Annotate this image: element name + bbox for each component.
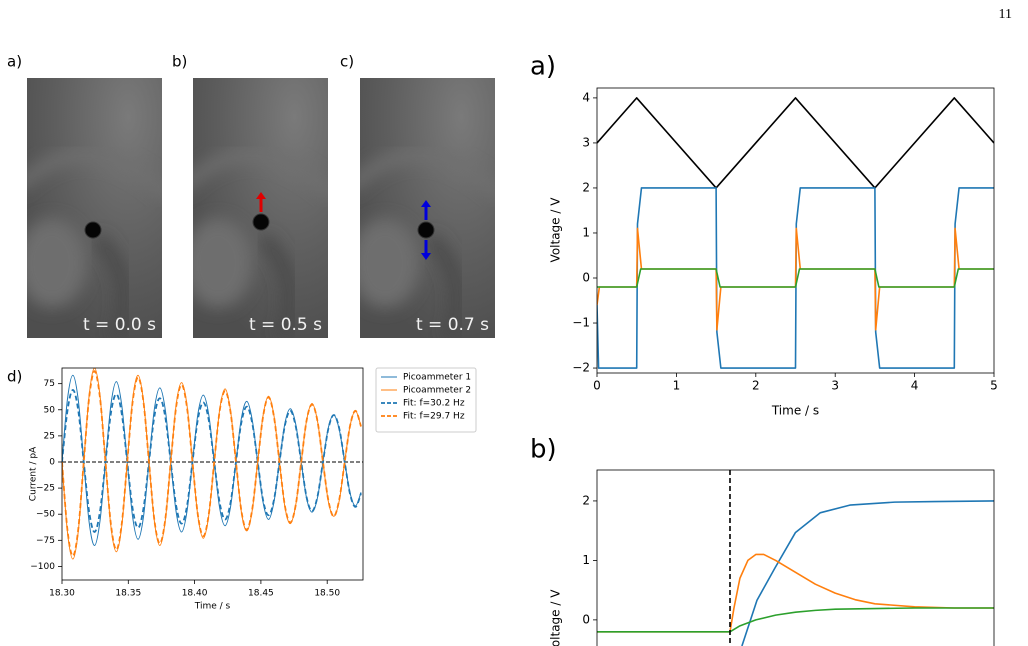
panel-label: a)	[530, 52, 556, 82]
y-tick-label: 1	[582, 553, 590, 567]
y-tick-label: 0	[582, 271, 590, 285]
photo-arc	[360, 149, 495, 198]
y-tick-label: 0	[582, 612, 590, 626]
series-line	[597, 607, 994, 633]
x-tick-label: 18.35	[115, 589, 141, 599]
x-tick-label: 2	[752, 379, 760, 393]
plot-area	[597, 470, 994, 646]
legend-label: Fit: f=29.7 Hz	[403, 412, 465, 422]
photo-image	[360, 78, 495, 338]
photo-shadow	[91, 233, 131, 338]
photo-caption: t = 0.7 s	[416, 315, 489, 335]
y-axis-label: Current / pA	[29, 446, 39, 501]
series-line	[62, 368, 362, 560]
photo-bright-patch	[27, 218, 87, 308]
series-line	[597, 227, 994, 331]
panel-label: b)	[530, 435, 557, 465]
x-tick-label: 4	[911, 379, 919, 393]
x-tick-label: 0	[593, 379, 601, 393]
axes-frame	[596, 87, 995, 374]
photo-caption: t = 0.0 s	[83, 315, 156, 335]
photo: t = 0.0 s	[27, 78, 162, 338]
y-tick-label: 75	[44, 379, 55, 389]
series-line	[741, 500, 994, 646]
y-tick-label: −75	[36, 536, 55, 546]
y-tick-label: 0	[49, 457, 55, 467]
y-tick-label: −50	[36, 510, 55, 520]
x-tick-label: 18.45	[248, 589, 274, 599]
particle	[252, 213, 270, 231]
series-line	[62, 370, 362, 557]
y-tick-label: −100	[30, 562, 55, 572]
y-tick-label: 25	[44, 431, 55, 441]
photo-bright-patch	[193, 218, 253, 308]
axes-frame	[596, 469, 995, 646]
photo-arc	[193, 149, 328, 198]
photo-image	[27, 78, 162, 338]
y-axis-label: Voltage / V	[549, 197, 563, 263]
axes-frame	[61, 367, 364, 581]
x-tick-label: 1	[673, 379, 681, 393]
x-tick-label: 5	[990, 379, 998, 393]
legend-label: Picoammeter 2	[403, 386, 471, 396]
chart: b) 0 1 2 Voltage / V	[530, 435, 995, 646]
panel-label: a)	[7, 53, 22, 71]
y-tick-label: 2	[582, 493, 590, 507]
x-axis-label: Time / s	[194, 602, 231, 612]
series-line	[597, 553, 994, 633]
arrow-head	[421, 200, 431, 207]
panel-label: d)	[7, 368, 22, 386]
series-line	[597, 97, 994, 189]
arrow-head	[256, 192, 266, 199]
particle	[417, 221, 435, 239]
particle	[84, 221, 102, 239]
panel-label: b)	[172, 53, 187, 71]
series-line	[62, 374, 362, 547]
x-tick-label: 18.30	[49, 589, 75, 599]
chart: a) −2 −1 0 1 2 3 4 0 1 2 3 4 5 Time / s Voltage / V	[530, 52, 998, 418]
series-line	[597, 268, 994, 288]
photo-caption: t = 0.5 s	[249, 315, 322, 335]
legend-label: Fit: f=30.2 Hz	[403, 399, 465, 409]
y-tick-label: 2	[582, 180, 590, 194]
y-tick-label: 50	[44, 405, 56, 415]
chart: d) −100 −75 −50 −25 0 25 50 75 18.30 18.35 18.40 18.…	[7, 367, 477, 612]
plot-area	[62, 368, 363, 560]
photo-shadow	[257, 233, 297, 338]
photo: t = 0.5 s	[193, 78, 328, 338]
x-tick-label: 18.40	[182, 589, 208, 599]
y-tick-label: −1	[572, 316, 590, 330]
y-tick-label: 3	[582, 135, 590, 149]
y-tick-label: 4	[582, 90, 590, 104]
photo-arc	[27, 149, 162, 198]
plot-area	[597, 97, 994, 369]
page-number: 11	[999, 7, 1012, 22]
y-tick-label: −25	[36, 484, 55, 494]
x-tick-label: 3	[831, 379, 839, 393]
arrow-head	[421, 253, 431, 260]
x-axis-label: Time / s	[771, 404, 819, 418]
legend-box	[375, 367, 477, 433]
y-axis-label: Voltage / V	[549, 589, 563, 646]
photo-shadow	[424, 233, 464, 338]
x-tick-label: 18.50	[314, 589, 340, 599]
photo: t = 0.7 s	[360, 78, 495, 338]
legend-label: Picoammeter 1	[403, 373, 471, 383]
y-tick-label: 1	[582, 225, 590, 239]
y-tick-label: −2	[572, 361, 590, 375]
photo-bright-patch	[360, 218, 420, 308]
panel-label: c)	[340, 53, 354, 71]
